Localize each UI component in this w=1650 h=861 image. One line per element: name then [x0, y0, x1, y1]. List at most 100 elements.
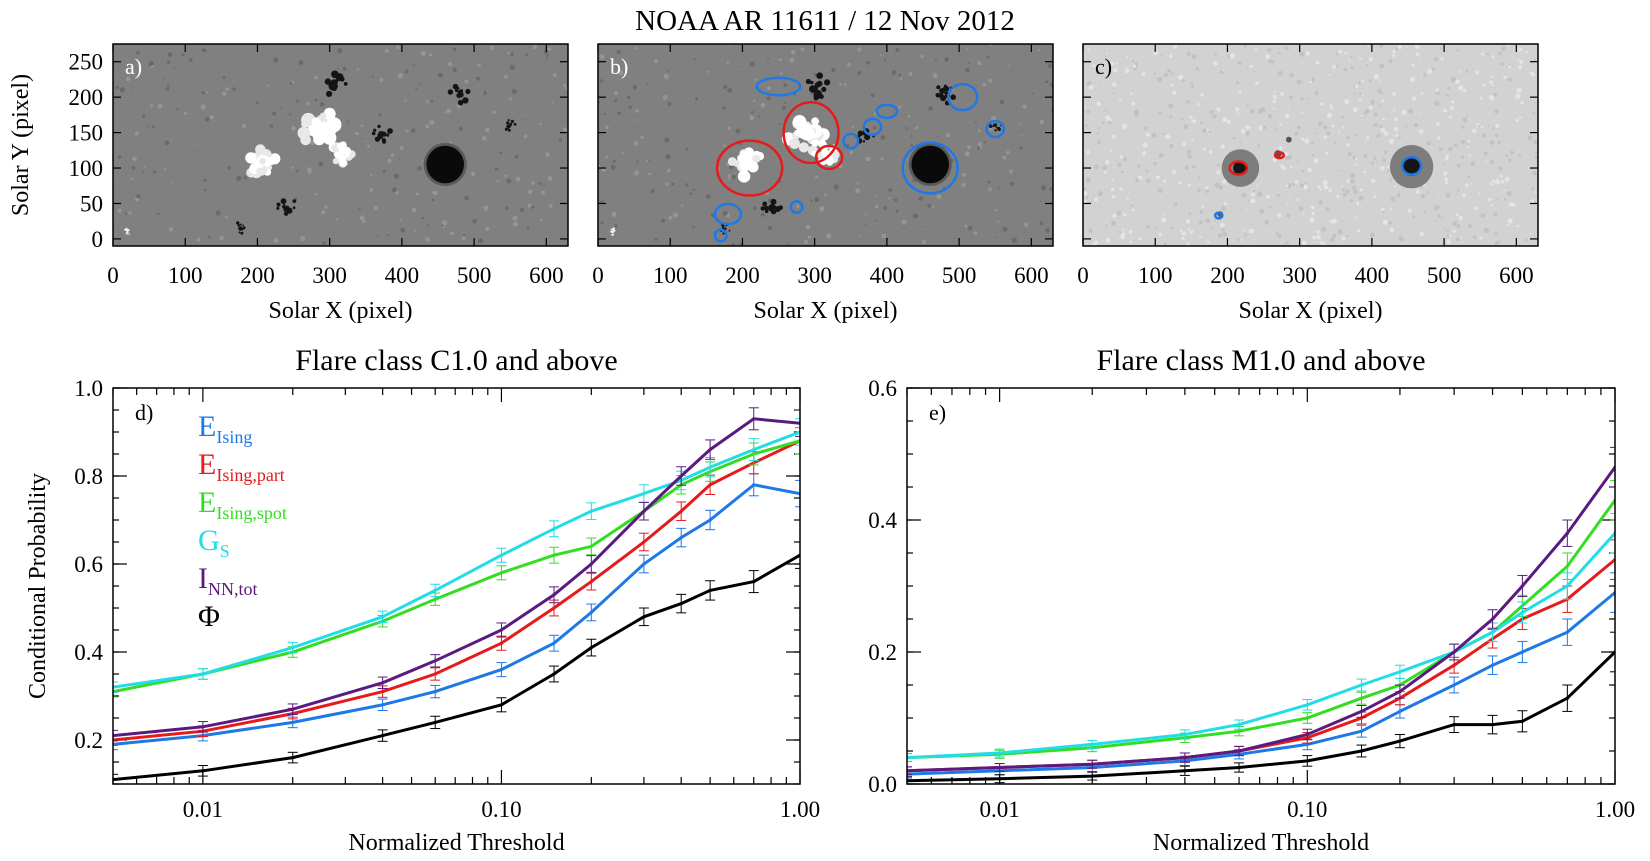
texture-dot: [1224, 199, 1226, 201]
texture-dot: [1408, 108, 1413, 114]
data-point: [1305, 716, 1309, 720]
texture-dot: [1235, 107, 1240, 112]
texture-dot: [1525, 50, 1529, 54]
texture-dot: [1423, 210, 1427, 213]
texture-dot: [300, 106, 302, 109]
texture-dot: [857, 47, 862, 52]
texture-dot: [1146, 178, 1151, 183]
texture-dot: [1224, 202, 1228, 206]
texture-dot: [1373, 112, 1378, 117]
texture-dot: [1507, 218, 1513, 224]
plage-blob: [752, 154, 761, 163]
texture-dot: [1276, 193, 1280, 198]
x-tick-label: 600: [1014, 263, 1049, 288]
texture-dot: [1162, 213, 1165, 216]
texture-dot: [1497, 240, 1501, 244]
texture-dot: [1414, 44, 1420, 49]
texture-dot: [173, 66, 176, 69]
plage-blob: [811, 138, 820, 147]
texture-dot: [356, 68, 360, 71]
texture-dot: [1326, 131, 1331, 136]
texture-dot: [1352, 107, 1358, 113]
flux-patch: [371, 131, 376, 136]
texture-dot: [1296, 198, 1299, 202]
texture-dot: [496, 180, 499, 183]
flux-patch: [280, 198, 287, 205]
texture-dot: [1504, 177, 1510, 182]
texture-dot: [1472, 128, 1477, 134]
contour-E_Ising_part: [1228, 160, 1249, 176]
texture-dot: [509, 64, 515, 70]
texture-dot: [767, 86, 771, 91]
data-point: [1359, 683, 1364, 687]
texture-dot: [800, 47, 805, 52]
flux-patch: [722, 232, 725, 235]
texture-dot: [1200, 93, 1204, 97]
texture-dot: [977, 60, 982, 66]
texture-dot: [515, 176, 521, 182]
texture-dot: [142, 171, 145, 174]
texture-dot: [429, 53, 433, 57]
y-tick-label: 0.4: [74, 640, 103, 665]
texture-dot: [1143, 126, 1148, 131]
texture-dot: [243, 175, 248, 180]
data-point: [1490, 617, 1495, 621]
texture-dot: [1479, 96, 1483, 100]
x-tick-label: 100: [168, 263, 203, 288]
texture-dot: [1045, 80, 1048, 84]
texture-dot: [478, 238, 483, 244]
texture-dot: [1485, 160, 1488, 162]
texture-dot: [1222, 117, 1228, 123]
contour-E_Ising: [1400, 155, 1423, 176]
texture-dot: [1132, 208, 1135, 212]
data-point: [679, 474, 683, 478]
plage-blob: [256, 167, 265, 176]
texture-dot: [1487, 124, 1490, 127]
data-point: [1183, 732, 1187, 737]
texture-dot: [1257, 191, 1263, 197]
texture-dot: [1260, 200, 1262, 203]
texture-dot: [1192, 165, 1196, 169]
data-point: [381, 734, 385, 738]
texture-dot: [378, 113, 382, 117]
texture-dot: [796, 205, 800, 209]
texture-dot: [1451, 100, 1455, 104]
texture-dot: [1280, 92, 1284, 96]
texture-dot: [1342, 126, 1345, 129]
texture-dot: [1120, 170, 1124, 174]
texture-dot: [1371, 161, 1374, 164]
texture-dot: [1300, 111, 1304, 114]
texture-dot: [1157, 188, 1163, 194]
texture-dot: [296, 99, 300, 103]
texture-dot: [1433, 57, 1439, 62]
texture-dot: [425, 124, 430, 129]
texture-dot: [907, 115, 911, 118]
contour-E_Ising: [862, 117, 883, 137]
texture-dot: [737, 65, 740, 68]
texture-dot: [1168, 103, 1174, 109]
flux-patch: [507, 119, 510, 122]
texture-dot: [1459, 237, 1462, 240]
texture-dot: [1311, 211, 1315, 216]
texture-dot: [767, 57, 770, 60]
texture-dot: [1468, 118, 1471, 121]
texture-dot: [1444, 177, 1448, 181]
texture-dot: [1349, 58, 1352, 61]
texture-dot: [492, 186, 494, 188]
texture-dot: [130, 177, 133, 181]
texture-dot: [1158, 110, 1162, 115]
plage-blob: [301, 120, 308, 128]
y-tick-label: 0.2: [868, 640, 897, 665]
flux-patch: [997, 127, 1001, 131]
texture-dot: [1438, 147, 1443, 152]
panel-label: b): [610, 54, 628, 79]
texture-dot: [766, 96, 771, 101]
texture-dot: [1391, 54, 1396, 58]
texture-dot: [894, 198, 898, 202]
texture-dot: [1497, 140, 1501, 145]
texture-dot: [449, 231, 454, 236]
texture-dot: [1151, 132, 1157, 138]
texture-dot: [605, 125, 609, 130]
plage-blob: [297, 126, 311, 140]
texture-dot: [1189, 115, 1193, 119]
